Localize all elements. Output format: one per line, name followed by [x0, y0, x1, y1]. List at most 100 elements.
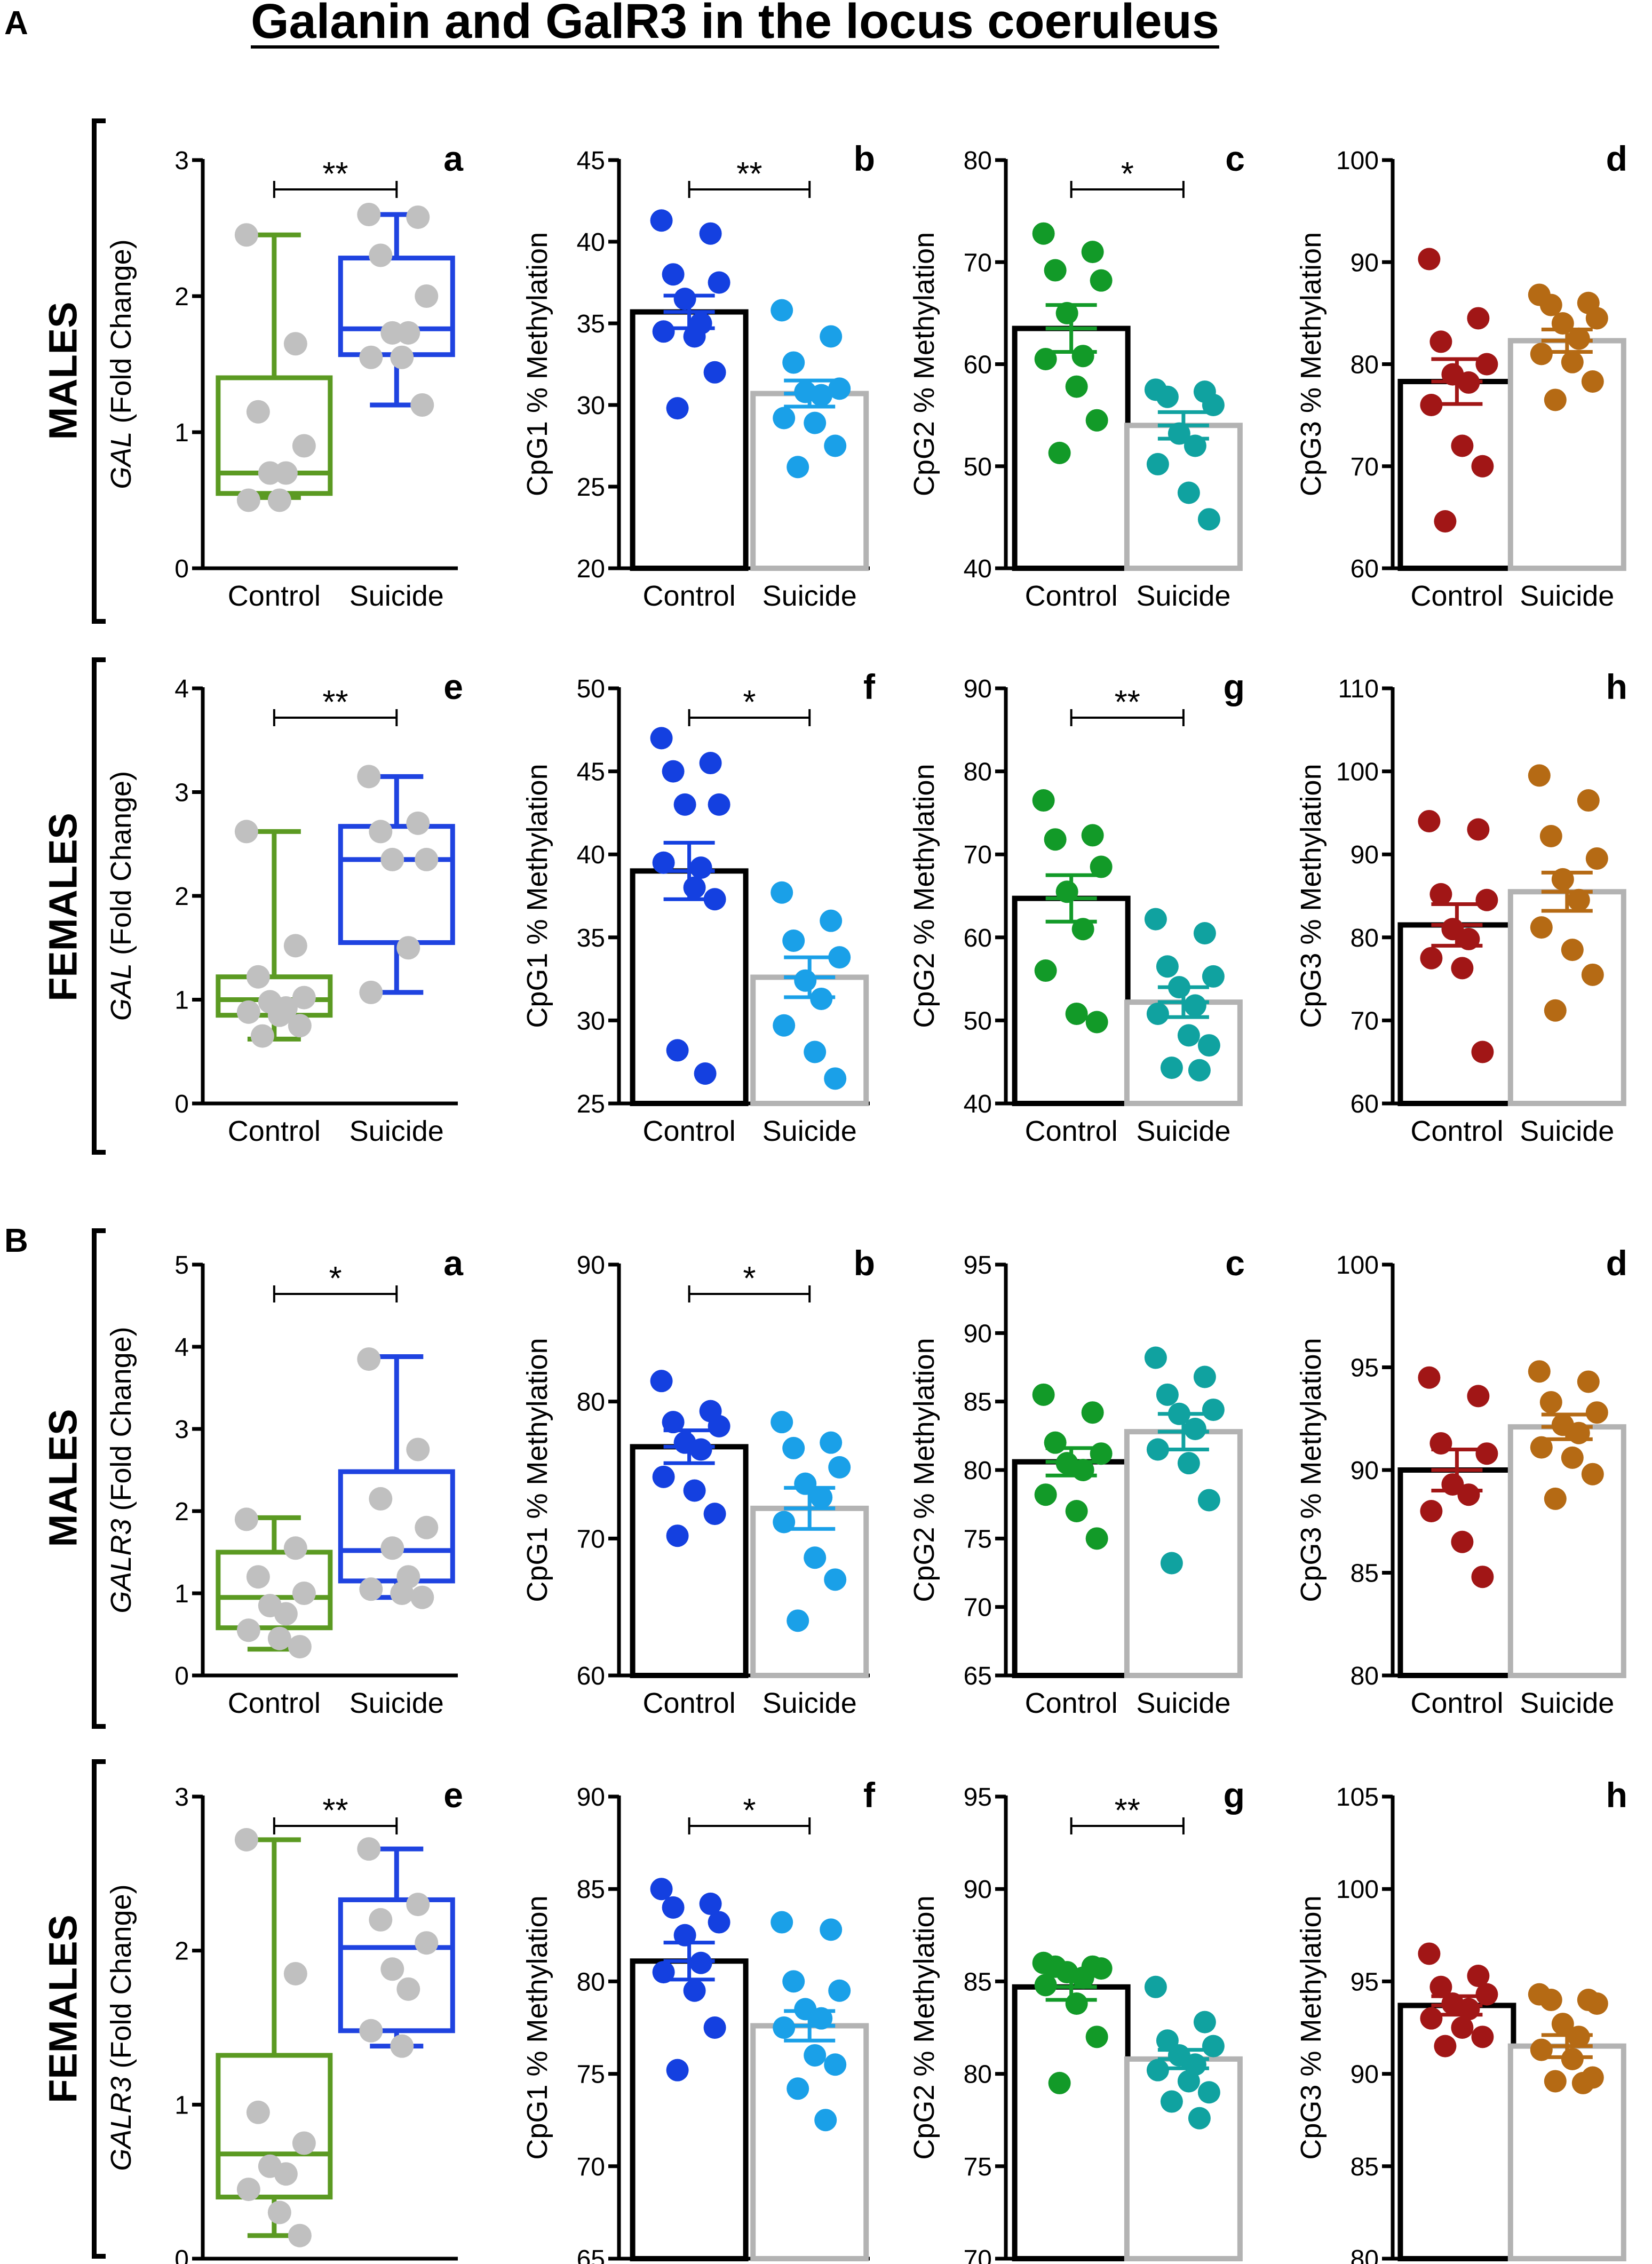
- data-point: [1418, 1942, 1441, 1965]
- data-point: [1471, 455, 1494, 478]
- x-category-label: Suicide: [763, 1115, 857, 1147]
- data-point: [1071, 918, 1094, 941]
- data-point: [1539, 1989, 1562, 2012]
- data-point: [1144, 908, 1167, 931]
- data-point: [1184, 1418, 1206, 1440]
- y-tick-label: 60: [964, 351, 992, 379]
- data-point: [666, 1039, 689, 1062]
- data-point: [357, 765, 381, 789]
- data-point: [666, 1524, 689, 1547]
- y-tick-label: 0: [174, 1662, 189, 1690]
- y-tick-label: 1: [174, 2091, 189, 2119]
- data-point: [1188, 1059, 1211, 1082]
- data-point: [662, 263, 685, 286]
- y-tick-label: 70: [964, 249, 992, 277]
- data-point: [1156, 385, 1179, 408]
- data-point: [1044, 259, 1067, 282]
- data-point: [1451, 957, 1474, 980]
- data-point: [804, 1040, 827, 1063]
- significance-stars: *: [743, 1792, 756, 1829]
- data-point: [773, 407, 796, 430]
- y-tick-label: 85: [1351, 2153, 1379, 2181]
- box-iqr: [338, 1897, 455, 2033]
- data-point: [652, 320, 675, 343]
- data-point: [1177, 481, 1200, 504]
- y-tick-label: 90: [1351, 2061, 1379, 2089]
- y-tick-label: 0: [174, 2245, 189, 2264]
- data-point: [359, 345, 383, 369]
- data-point: [1034, 1483, 1057, 1506]
- data-point: [1418, 248, 1441, 271]
- panel-letter: c: [1225, 139, 1245, 178]
- y-tick-label: 90: [577, 1251, 605, 1280]
- significance-stars: **: [736, 156, 762, 193]
- data-point: [415, 847, 439, 871]
- data-point: [288, 1635, 312, 1659]
- data-point: [359, 980, 383, 1004]
- data-point: [824, 434, 847, 457]
- bar-mean: [1397, 1467, 1516, 1678]
- y-tick-label: 90: [1351, 249, 1379, 277]
- data-point: [406, 1893, 430, 1917]
- y-tick-label: 100: [1336, 1876, 1379, 1904]
- y-axis-label: GALR3 (Fold Change): [105, 1326, 137, 1613]
- data-point: [1585, 847, 1608, 870]
- y-tick-label: 50: [964, 453, 992, 481]
- data-point: [683, 325, 706, 348]
- data-point: [410, 393, 434, 417]
- y-axis-label: CpG1 % Methylation: [521, 232, 553, 496]
- box-iqr: [338, 824, 455, 946]
- data-point: [1071, 1966, 1094, 1989]
- data-point: [234, 1507, 258, 1531]
- data-point: [234, 820, 258, 844]
- data-point: [683, 1479, 706, 1502]
- data-point: [1528, 1360, 1551, 1383]
- data-point: [1434, 510, 1457, 533]
- data-point: [771, 1911, 793, 1934]
- x-category-label: Control: [643, 1687, 736, 1719]
- y-tick-label: 80: [964, 758, 992, 787]
- x-category-label: Suicide: [1520, 1115, 1614, 1147]
- panel-letter: f: [863, 1775, 876, 1815]
- y-tick-label: 40: [964, 1090, 992, 1118]
- data-point: [1146, 452, 1169, 475]
- data-point: [708, 1911, 730, 1934]
- data-point: [810, 1486, 833, 1509]
- y-tick-label: 45: [577, 147, 605, 175]
- data-point: [1044, 828, 1067, 851]
- data-point: [1177, 2070, 1200, 2093]
- y-axis-label: CpG3 % Methylation: [1295, 1895, 1327, 2159]
- x-category-label: Control: [1025, 1115, 1118, 1147]
- data-point: [357, 1837, 381, 1861]
- data-point: [820, 1918, 843, 1941]
- data-point: [369, 820, 393, 844]
- data-point: [804, 411, 827, 434]
- data-point: [662, 760, 685, 783]
- y-tick-label: 80: [577, 1388, 605, 1417]
- data-point: [283, 1536, 307, 1560]
- data-point: [1467, 1385, 1490, 1408]
- panel-letter: g: [1224, 667, 1245, 706]
- data-point: [694, 1062, 717, 1085]
- data-point: [396, 321, 420, 345]
- x-category-label: Control: [1410, 580, 1503, 612]
- y-tick-label: 105: [1336, 1783, 1379, 1812]
- y-tick-label: 1: [174, 987, 189, 1015]
- data-point: [787, 1609, 809, 1632]
- y-tick-label: 20: [577, 555, 605, 583]
- y-axis-label-unit: (Fold Change): [105, 1884, 137, 2076]
- panel-letter: e: [443, 1775, 463, 1815]
- data-point: [1475, 1983, 1498, 2006]
- y-tick-label: 90: [1351, 841, 1379, 869]
- data-point: [1144, 1346, 1167, 1369]
- y-tick-label: 1: [174, 1580, 189, 1608]
- data-point: [283, 934, 307, 958]
- data-point: [369, 243, 393, 267]
- data-point: [787, 456, 809, 479]
- data-point: [1528, 764, 1551, 787]
- data-point: [820, 909, 843, 932]
- bar-mean: [1397, 922, 1516, 1106]
